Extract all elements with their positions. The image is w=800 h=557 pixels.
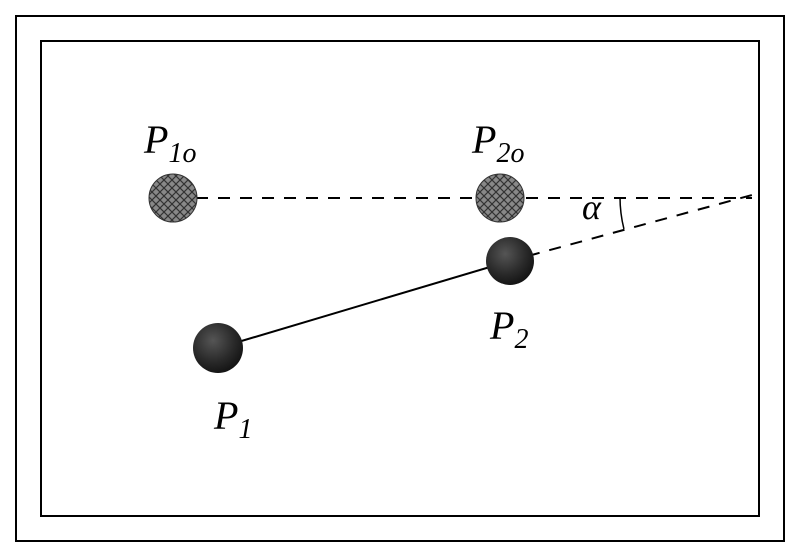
point-p2o bbox=[476, 174, 524, 222]
point-p2 bbox=[486, 237, 534, 285]
label-p1: P1 bbox=[214, 392, 252, 446]
label-p1o: P1o bbox=[144, 116, 196, 170]
label-p2: P2 bbox=[490, 302, 528, 356]
angle-arc bbox=[620, 197, 624, 229]
solid-line bbox=[218, 261, 510, 348]
solid-extension-dashed bbox=[528, 195, 752, 256]
point-p1 bbox=[193, 323, 243, 373]
diagram-svg bbox=[0, 0, 800, 557]
point-p1o bbox=[149, 174, 197, 222]
label-p2o: P2o bbox=[472, 116, 524, 170]
label-alpha: α bbox=[582, 186, 601, 228]
